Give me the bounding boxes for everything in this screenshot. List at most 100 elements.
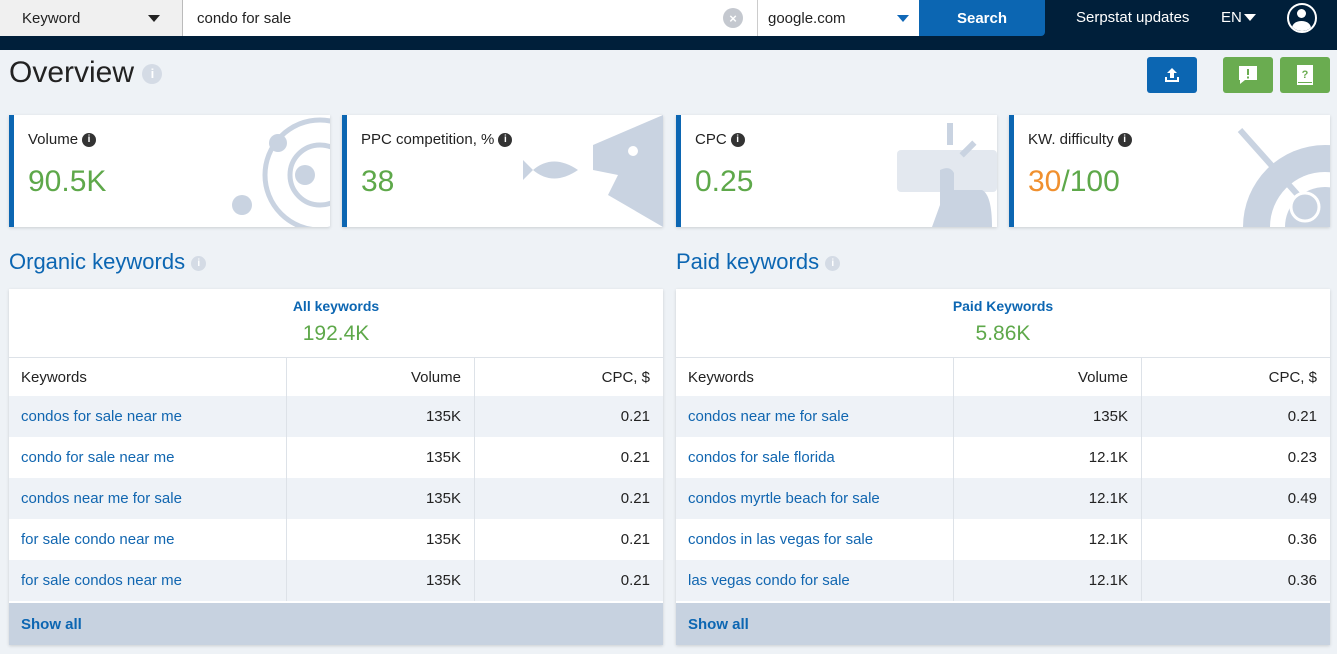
search-query: condo for sale	[197, 9, 292, 27]
table-row: condos for sale florida 12.1K 0.23	[676, 437, 1330, 478]
column-header: CPC, $	[1268, 368, 1317, 386]
cpc-cell: 0.36	[1287, 572, 1317, 589]
serpstat-updates-link[interactable]: Serpstat updates	[1076, 9, 1190, 26]
cpc-cell: 0.21	[620, 572, 650, 589]
table-row: condos for sale near me 135K 0.21	[9, 396, 663, 437]
volume-cell: 135K	[287, 560, 475, 601]
keyword-cell: condos for sale florida	[676, 437, 954, 478]
table-row: condo for sale near me 135K 0.21	[9, 437, 663, 478]
show-all-button[interactable]: Show all	[676, 603, 1330, 645]
keyword-link[interactable]: for sale condo near me	[21, 531, 175, 548]
chevron-down-icon	[148, 14, 160, 22]
keyword-link[interactable]: condos in las vegas for sale	[688, 531, 874, 548]
info-icon[interactable]: i	[82, 133, 97, 148]
keyword-link[interactable]: condos near me for sale	[21, 490, 182, 507]
keyword-cell: condos for sale near me	[9, 396, 287, 437]
show-all-button[interactable]: Show all	[9, 603, 663, 645]
summary-link[interactable]: Paid Keywords	[952, 298, 1054, 314]
keyword-link[interactable]: condos myrtle beach for sale	[688, 490, 880, 507]
database-value: google.com	[768, 9, 846, 27]
feedback-icon	[1239, 66, 1257, 84]
keyword-link[interactable]: las vegas condo for sale	[688, 572, 850, 589]
card-label-text: PPC competition, %	[361, 131, 495, 148]
card-value: 38	[361, 165, 395, 198]
summary-link[interactable]: All keywords	[292, 298, 380, 314]
search-type-select[interactable]: Keyword	[0, 0, 183, 36]
keyword-link[interactable]: condos near me for sale	[688, 408, 849, 425]
column-header: Keywords	[676, 358, 954, 396]
search-button[interactable]: Search	[919, 0, 1045, 36]
page-title-text: Overview	[9, 56, 135, 89]
table-header: Keywords Volume CPC, $	[9, 358, 663, 396]
ppc-competition-card: PPC competition, % i 38	[342, 115, 663, 227]
column-header: Volume	[287, 358, 475, 396]
volume-cell: 12.1K	[954, 478, 1142, 519]
target-illustration-icon	[1237, 128, 1330, 227]
keywords-table: Keywords Volume CPC, $ condos near me for s…	[676, 358, 1330, 601]
help-button[interactable]: ?	[1280, 57, 1330, 93]
info-icon[interactable]: i	[825, 255, 841, 271]
table-row: condos near me for sale 135K 0.21	[676, 396, 1330, 437]
section-title-text: Organic keywords	[9, 249, 186, 274]
card-label-text: KW. difficulty	[1028, 131, 1114, 148]
organic-keywords-panel: All keywords 192.4K Keywords Volume CPC, $ co…	[9, 289, 663, 645]
info-icon[interactable]: i	[191, 255, 207, 271]
summary-value: 5.86K	[975, 322, 1031, 345]
user-avatar-icon[interactable]	[1287, 3, 1317, 33]
volume-cell: 135K	[287, 396, 475, 437]
report-issue-button[interactable]	[1223, 57, 1273, 93]
top-bar: Keyword condo for sale × google.com Searc…	[0, 0, 1337, 50]
keyword-link[interactable]: condos for sale near me	[21, 408, 182, 425]
database-select[interactable]: google.com	[757, 0, 919, 36]
card-label: PPC competition, % i	[361, 131, 513, 148]
keyword-link[interactable]: condo for sale near me	[21, 449, 175, 466]
difficulty-max: /100	[1061, 165, 1120, 198]
page-title: Overview i	[9, 56, 163, 90]
info-icon[interactable]: i	[498, 133, 513, 148]
volume-cell: 12.1K	[954, 437, 1142, 478]
card-label: Volume i	[28, 131, 97, 148]
table-header: Keywords Volume CPC, $	[676, 358, 1330, 396]
cpc-cell: 0.21	[620, 490, 650, 507]
summary: Paid Keywords 5.86K	[676, 289, 1330, 358]
volume-cell: 135K	[287, 519, 475, 560]
keyword-link[interactable]: condos for sale florida	[688, 449, 835, 466]
cpc-cell: 0.49	[1287, 490, 1317, 507]
column-header: Keywords	[9, 358, 287, 396]
clear-icon[interactable]: ×	[723, 8, 743, 28]
chevron-down-icon	[1243, 14, 1256, 21]
language-select[interactable]: EN	[1221, 9, 1256, 26]
card-value: 90.5K	[28, 165, 107, 198]
card-label: KW. difficulty i	[1028, 131, 1132, 148]
fish-illustration-icon	[523, 115, 663, 227]
upload-icon	[1165, 68, 1179, 82]
keyword-cell: for sale condo near me	[9, 519, 287, 560]
info-icon[interactable]: i	[142, 64, 163, 85]
keywords-table: Keywords Volume CPC, $ condos for sale near…	[9, 358, 663, 601]
table-row: condos myrtle beach for sale 12.1K 0.49	[676, 478, 1330, 519]
section-title-text: Paid keywords	[676, 249, 820, 274]
keyword-link[interactable]: for sale condos near me	[21, 572, 182, 589]
svg-text:?: ?	[1302, 69, 1309, 81]
info-icon[interactable]: i	[1117, 133, 1132, 148]
volume-cell: 12.1K	[954, 519, 1142, 560]
card-value: 0.25	[695, 165, 754, 198]
keyword-cell: condos near me for sale	[9, 478, 287, 519]
click-illustration-icon	[897, 123, 997, 227]
cpc-cell: 0.21	[1287, 408, 1317, 425]
export-button[interactable]	[1147, 57, 1197, 93]
volume-cell: 135K	[954, 396, 1142, 437]
keyword-cell: condo for sale near me	[9, 437, 287, 478]
chevron-down-icon	[897, 14, 909, 22]
cpc-cell: 0.21	[620, 531, 650, 548]
summary-value: 192.4K	[302, 322, 370, 345]
info-icon[interactable]: i	[730, 133, 745, 148]
table-row: for sale condo near me 135K 0.21	[9, 519, 663, 560]
keyword-cell: condos in las vegas for sale	[676, 519, 954, 560]
help-book-icon: ?	[1297, 65, 1313, 85]
cpc-cell: 0.21	[620, 449, 650, 466]
card-label-text: Volume	[28, 131, 79, 148]
search-input[interactable]: condo for sale ×	[183, 0, 757, 36]
card-label: CPC i	[695, 131, 745, 148]
cpc-cell: 0.21	[620, 408, 650, 425]
